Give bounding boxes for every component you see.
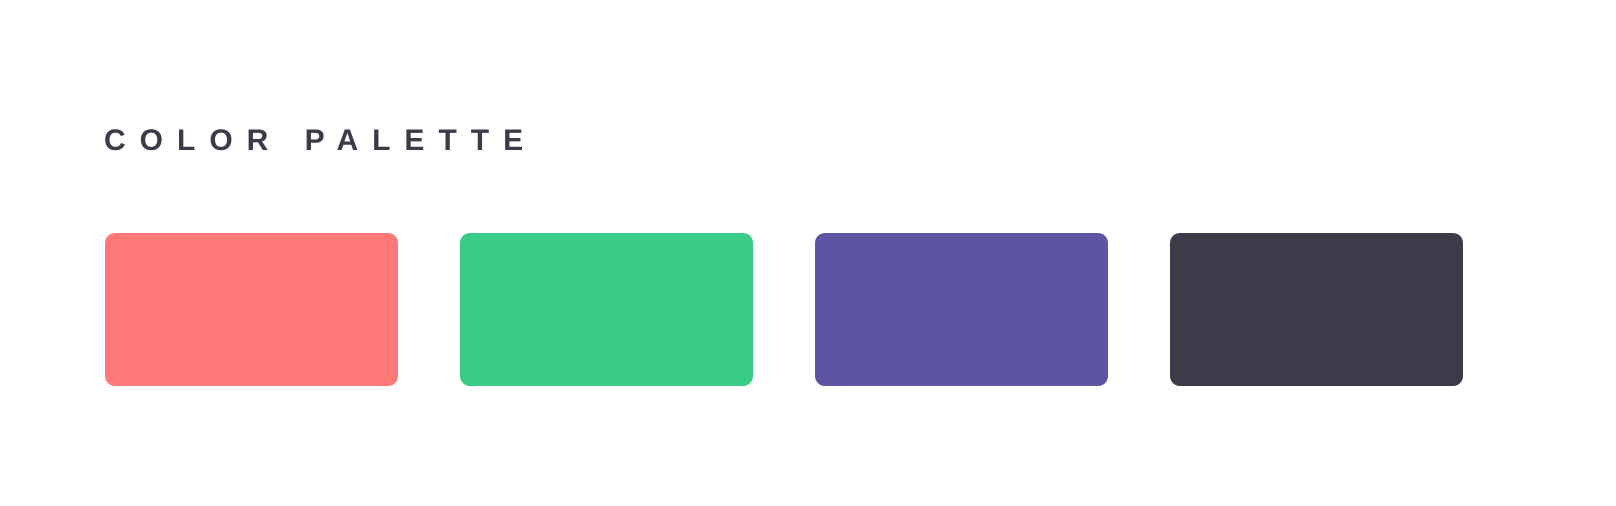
color-swatch-charcoal bbox=[1170, 233, 1463, 386]
color-swatch-green bbox=[460, 233, 753, 386]
color-swatch-red bbox=[105, 233, 398, 386]
swatch-row bbox=[105, 233, 1463, 386]
palette-title: COLOR PALETTE bbox=[104, 124, 538, 157]
color-swatch-purple bbox=[815, 233, 1108, 386]
